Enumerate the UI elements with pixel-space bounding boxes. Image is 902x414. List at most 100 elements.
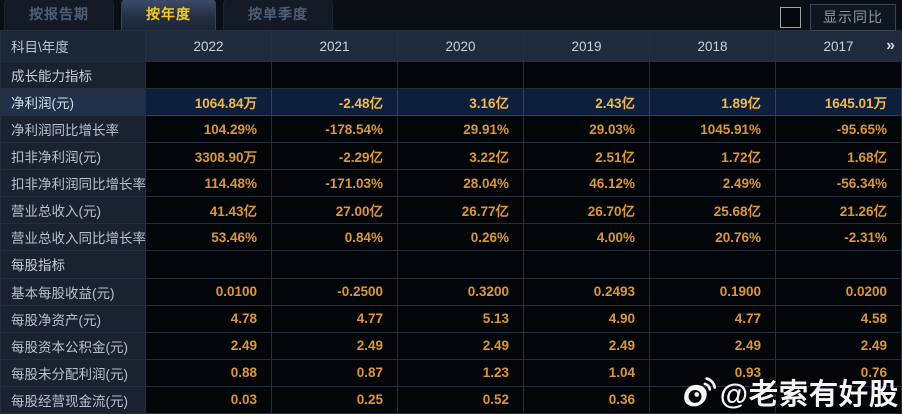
table-row: 每股经营现金流(元) 0.03 0.25 0.52 0.36 xyxy=(0,385,902,414)
value-cell: -178.54% xyxy=(271,115,398,144)
value-cell: 4.78 xyxy=(145,304,272,333)
value-cell: -2.48亿 xyxy=(271,88,398,117)
value-cell: 2.51亿 xyxy=(523,142,650,171)
value-cell: 0.03 xyxy=(145,385,272,414)
value-cell: 0.26% xyxy=(397,223,524,252)
value-cell: 0.1900 xyxy=(649,277,776,306)
column-header-2021: 2021 xyxy=(271,30,398,62)
value-cell: 4.77 xyxy=(649,304,776,333)
value-cell: 2.43亿 xyxy=(523,88,650,117)
show-yoy-button[interactable]: 显示同比 xyxy=(810,4,896,31)
value-cell: 1.72亿 xyxy=(649,142,776,171)
value-cell: 21.26亿 xyxy=(775,196,902,225)
value-cell xyxy=(271,250,398,279)
row-label: 净利润同比增长率 xyxy=(0,115,146,144)
table-row: 净利润同比增长率 104.29% -178.54% 29.91% 29.03% 1045.… xyxy=(0,115,902,144)
value-cell: 4.77 xyxy=(271,304,398,333)
value-cell: 2.49 xyxy=(271,331,398,360)
value-cell: 29.91% xyxy=(397,115,524,144)
more-years-chevron-icon[interactable]: » xyxy=(886,37,895,54)
value-cell: 0.87 xyxy=(271,358,398,387)
period-tab-bar: 按报告期 按年度 按单季度 显示同比 xyxy=(0,0,902,31)
value-cell: 5.13 xyxy=(397,304,524,333)
value-cell: 20.76% xyxy=(649,223,776,252)
table-row: 净利润(元) 1064.84万 -2.48亿 3.16亿 2.43亿 1.89亿 1645.… xyxy=(0,88,902,117)
column-header-2020: 2020 xyxy=(397,30,524,62)
value-cell: 1645.01万 xyxy=(775,88,902,117)
value-cell: -0.2500 xyxy=(271,277,398,306)
tab-annual[interactable]: 按年度 xyxy=(121,0,216,30)
value-cell: 0.2493 xyxy=(523,277,650,306)
top-right-controls: 显示同比 xyxy=(780,4,896,31)
value-cell: 1.04 xyxy=(523,358,650,387)
value-cell: 0.52 xyxy=(397,385,524,414)
value-cell xyxy=(649,60,776,90)
value-cell xyxy=(649,250,776,279)
table-row: 每股未分配利润(元) 0.88 0.87 1.23 1.04 0.93 0.76 xyxy=(0,358,902,387)
value-cell xyxy=(775,60,902,90)
value-cell xyxy=(775,385,902,414)
value-cell xyxy=(397,250,524,279)
tab-report-period[interactable]: 按报告期 xyxy=(4,0,114,30)
value-cell: 0.88 xyxy=(145,358,272,387)
row-label: 基本每股收益(元) xyxy=(0,277,146,306)
value-cell: 4.00% xyxy=(523,223,650,252)
value-cell: 0.0200 xyxy=(775,277,902,306)
value-cell xyxy=(523,60,650,90)
table-row: 营业总收入(元) 41.43亿 27.00亿 26.77亿 26.70亿 25.68亿 21… xyxy=(0,196,902,225)
column-header-2022: 2022 xyxy=(145,30,272,62)
value-cell: 2.49 xyxy=(775,331,902,360)
row-label: 营业总收入同比增长率 xyxy=(0,223,146,252)
value-cell: -95.65% xyxy=(775,115,902,144)
value-cell: 26.77亿 xyxy=(397,196,524,225)
section-row: 成长能力指标 xyxy=(0,60,902,90)
value-cell: 2.49 xyxy=(523,331,650,360)
row-label: 净利润(元) xyxy=(0,88,146,117)
value-cell: 0.84% xyxy=(271,223,398,252)
value-cell: 4.90 xyxy=(523,304,650,333)
value-cell: 1045.91% xyxy=(649,115,776,144)
row-label: 每股未分配利润(元) xyxy=(0,358,146,387)
value-cell: -2.29亿 xyxy=(271,142,398,171)
value-cell: 1.23 xyxy=(397,358,524,387)
table-row: 每股净资产(元) 4.78 4.77 5.13 4.90 4.77 4.58 xyxy=(0,304,902,333)
show-yoy-checkbox[interactable] xyxy=(780,7,801,28)
value-cell: 3.22亿 xyxy=(397,142,524,171)
value-cell: 25.68亿 xyxy=(649,196,776,225)
value-cell: 2.49% xyxy=(649,169,776,198)
value-cell: 0.36 xyxy=(523,385,650,414)
column-header-2017: 2017» xyxy=(775,30,902,62)
column-header-2019: 2019 xyxy=(523,30,650,62)
value-cell: 28.04% xyxy=(397,169,524,198)
value-cell xyxy=(145,250,272,279)
table-header-row: 科目\年度 2022 2021 2020 2019 2018 2017» xyxy=(0,30,902,62)
value-cell: 26.70亿 xyxy=(523,196,650,225)
tab-single-quarter[interactable]: 按单季度 xyxy=(223,0,333,30)
value-cell: 41.43亿 xyxy=(145,196,272,225)
value-cell: 0.76 xyxy=(775,358,902,387)
value-cell xyxy=(523,250,650,279)
table-row: 扣非净利润(元) 3308.90万 -2.29亿 3.22亿 2.51亿 1.72亿 1.6… xyxy=(0,142,902,171)
value-cell xyxy=(397,60,524,90)
value-cell: 0.3200 xyxy=(397,277,524,306)
financial-indicators-table: 科目\年度 2022 2021 2020 2019 2018 2017» 成长能力指标 净利… xyxy=(0,30,902,414)
value-cell: 29.03% xyxy=(523,115,650,144)
row-label: 扣非净利润同比增长率 xyxy=(0,169,146,198)
row-label: 扣非净利润(元) xyxy=(0,142,146,171)
table-row: 基本每股收益(元) 0.0100 -0.2500 0.3200 0.2493 0.1900… xyxy=(0,277,902,306)
value-cell: 1.89亿 xyxy=(649,88,776,117)
row-label: 营业总收入(元) xyxy=(0,196,146,225)
value-cell: 114.48% xyxy=(145,169,272,198)
value-cell: 2.49 xyxy=(145,331,272,360)
value-cell xyxy=(649,385,776,414)
value-cell: 46.12% xyxy=(523,169,650,198)
value-cell: 0.25 xyxy=(271,385,398,414)
value-cell: 27.00亿 xyxy=(271,196,398,225)
corner-header: 科目\年度 xyxy=(0,30,146,62)
table-row: 每股资本公积金(元) 2.49 2.49 2.49 2.49 2.49 2.49 xyxy=(0,331,902,360)
value-cell: 4.58 xyxy=(775,304,902,333)
section-header-label: 每股指标 xyxy=(0,250,146,279)
value-cell: 0.93 xyxy=(649,358,776,387)
value-cell: 3308.90万 xyxy=(145,142,272,171)
value-cell: 1064.84万 xyxy=(145,88,272,117)
